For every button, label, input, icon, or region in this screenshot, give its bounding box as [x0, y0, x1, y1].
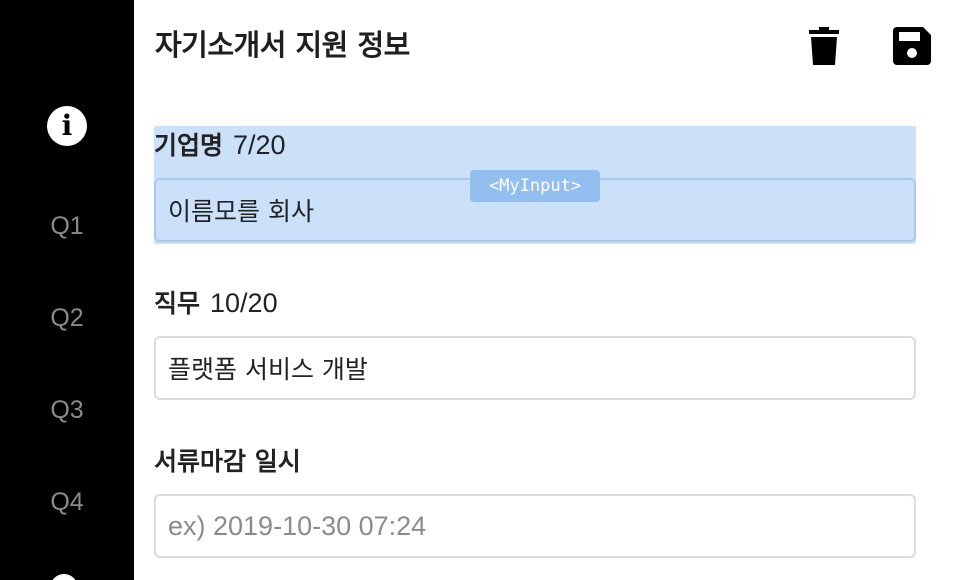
sidebar-item-label: Q1	[50, 211, 84, 240]
company-field: 기업명 7/20 이름모를 회사	[154, 126, 916, 242]
save-button[interactable]	[890, 24, 934, 68]
sidebar-item-label: Q4	[50, 487, 84, 516]
sidebar-item-q4[interactable]: Q4	[0, 472, 134, 532]
deadline-input[interactable]: ex) 2019-10-30 07:24	[154, 494, 916, 558]
sidebar-item-label: Q3	[50, 395, 84, 424]
deadline-field: 서류마감 일시 ex) 2019-10-30 07:24	[154, 442, 916, 558]
company-char-count: 7/20	[233, 130, 286, 160]
job-label: 직무	[154, 289, 201, 318]
sidebar-item-q3[interactable]: Q3	[0, 380, 134, 440]
info-icon: i	[47, 106, 87, 146]
page-title: 자기소개서 지원 정보	[155, 28, 410, 62]
component-tag: <MyInput>	[470, 170, 600, 202]
sidebar-item-q2[interactable]: Q2	[0, 288, 134, 348]
delete-button[interactable]	[806, 24, 842, 68]
company-label: 기업명	[154, 131, 224, 160]
sidebar-item-q1[interactable]: Q1	[0, 196, 134, 256]
job-input[interactable]: 플랫폼 서비스 개발	[154, 336, 916, 400]
sidebar-item-label: Q2	[50, 303, 84, 332]
deadline-label: 서류마감 일시	[154, 447, 301, 476]
job-field: 직무 10/20 플랫폼 서비스 개발	[154, 284, 916, 400]
trash-icon	[809, 27, 839, 65]
floppy-disk-icon	[893, 27, 931, 65]
sidebar-next-icon[interactable]	[50, 574, 78, 580]
job-char-count: 10/20	[210, 288, 278, 318]
sidebar-item-info[interactable]: i	[0, 96, 134, 156]
sidebar: i Q1 Q2 Q3 Q4	[0, 0, 134, 580]
